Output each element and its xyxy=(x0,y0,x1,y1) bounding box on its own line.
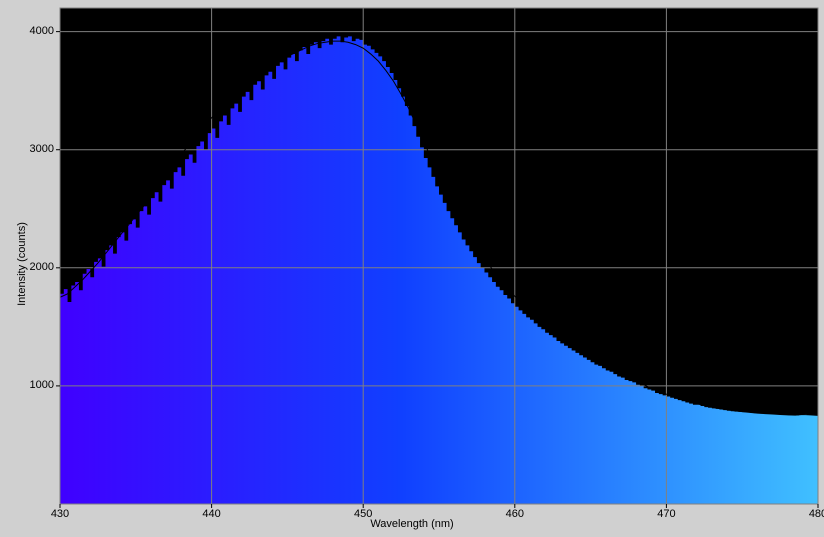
y-tick-label: 4000 xyxy=(30,25,54,37)
y-axis-label: Intensity (counts) xyxy=(16,214,28,314)
x-tick-label: 480 xyxy=(803,508,824,520)
x-tick-label: 450 xyxy=(348,508,378,520)
x-tick-label: 440 xyxy=(197,508,227,520)
y-tick-label: 1000 xyxy=(30,379,54,391)
x-axis-label: Wavelength (nm) xyxy=(0,518,824,530)
spectrum-chart: Intensity (counts) Wavelength (nm) 430 44… xyxy=(0,0,824,532)
x-tick-label: 430 xyxy=(45,508,75,520)
chart-svg xyxy=(0,0,824,532)
x-tick-label: 460 xyxy=(500,508,530,520)
x-tick-label: 470 xyxy=(651,508,681,520)
y-tick-label: 2000 xyxy=(30,261,54,273)
y-tick-label: 3000 xyxy=(30,143,54,155)
